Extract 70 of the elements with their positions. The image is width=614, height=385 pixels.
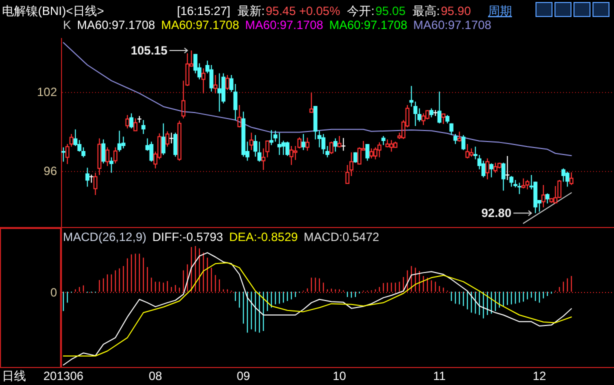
candlestick	[453, 134, 458, 145]
candlestick	[541, 184, 546, 208]
y-tick-label: 102	[36, 85, 58, 99]
candlestick	[321, 134, 326, 155]
candlestick	[461, 134, 466, 151]
text: MA60:97.1708	[245, 18, 324, 32]
text: 周期	[488, 4, 512, 18]
text: 今开:	[347, 4, 374, 18]
text: MA60:97.1708	[413, 18, 492, 32]
candlestick	[129, 112, 134, 129]
text: MA60:97.1708	[161, 18, 240, 32]
chart-title: MACD(26,12,9)	[63, 230, 146, 244]
candlestick	[504, 156, 510, 180]
candlestick	[217, 72, 222, 112]
candlestick	[517, 182, 522, 195]
chart-title: 电解镍(BNI)<日线>	[2, 4, 104, 18]
text: [16:15:27]	[177, 4, 230, 18]
candlestick	[561, 168, 566, 182]
x-tick-label: 201306	[43, 369, 84, 383]
candlestick	[249, 132, 254, 151]
text: 最新:	[237, 4, 265, 18]
ref-line-label: 0	[50, 286, 58, 300]
candlestick	[149, 141, 154, 162]
x-tick-label: 08	[148, 369, 162, 383]
candlestick	[168, 132, 174, 144]
candlestick	[109, 156, 114, 174]
line-series	[62, 42, 572, 156]
candlestick	[85, 167, 90, 188]
x-tick-label: 12	[532, 369, 546, 383]
text: 95.45 +0.05%	[266, 4, 340, 18]
candlestick	[333, 138, 338, 152]
candlestick	[101, 138, 106, 164]
candlestick	[213, 74, 218, 94]
candlestick	[489, 162, 494, 178]
annotation: 92.80	[481, 206, 512, 220]
y-tick-label: 96	[44, 164, 58, 178]
candlestick	[141, 120, 146, 135]
candlestick	[340, 137, 346, 152]
candlestick	[277, 132, 282, 156]
candlestick	[117, 130, 122, 152]
candlestick	[381, 135, 386, 146]
candlestick	[201, 68, 206, 94]
annotation: 105.15	[130, 44, 168, 58]
text: MACD:0.5472	[304, 230, 380, 244]
candlestick	[269, 130, 274, 146]
candlestick	[509, 176, 514, 188]
text: MA60:97.1708	[77, 18, 156, 32]
candlestick	[285, 141, 290, 157]
series-label: DEA:-0.8529	[229, 230, 298, 244]
candlestick	[161, 122, 166, 156]
text: 日线	[2, 369, 26, 383]
x-tick-label: 11	[433, 369, 446, 383]
candlestick	[173, 132, 178, 158]
candlestick	[97, 138, 102, 176]
candlestick	[565, 171, 570, 188]
candlestick	[545, 192, 550, 204]
x-tick-label: 10	[332, 369, 346, 383]
x-tick-label: 09	[236, 369, 250, 383]
candlestick	[253, 134, 258, 158]
text: 95.05	[375, 4, 406, 18]
candlestick	[209, 64, 214, 92]
candlestick	[501, 162, 506, 192]
candlestick	[365, 144, 370, 162]
series-label: DIFF:-0.5793	[152, 230, 224, 244]
text: K	[63, 18, 72, 32]
text: 95.90	[440, 4, 472, 18]
candlestick	[437, 91, 442, 124]
text: MA60:97.1708	[329, 18, 408, 32]
text: 最高:	[412, 4, 440, 18]
candlestick	[301, 134, 306, 151]
